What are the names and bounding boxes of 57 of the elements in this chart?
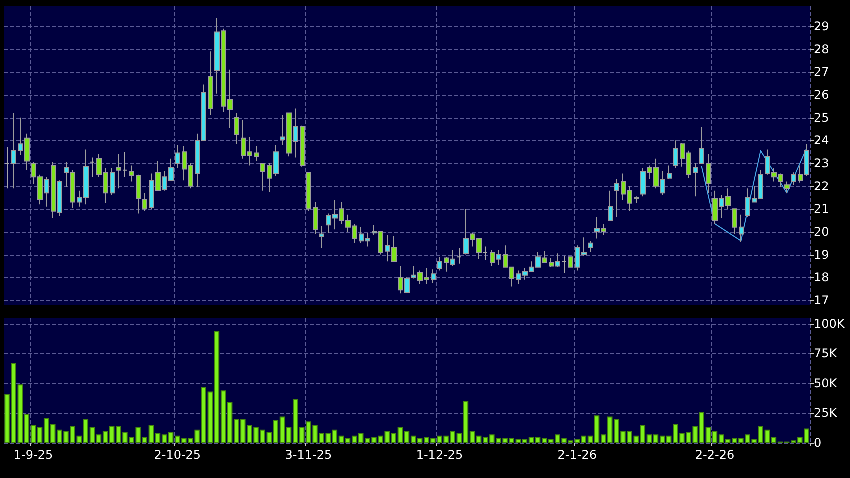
y-tick-label: 24 (814, 134, 830, 148)
candlestick (634, 196, 639, 204)
y-tick-label: 23 (814, 156, 830, 170)
candlestick (667, 165, 672, 180)
candlestick (260, 162, 265, 192)
y-tick-label: 21 (814, 202, 830, 216)
y-tick-label: 18 (814, 270, 830, 285)
candlestick (110, 168, 115, 196)
candlestick (319, 226, 324, 248)
y-tick-label: 22 (814, 179, 830, 194)
y-tick-label: 0 (814, 436, 822, 450)
y-tick-label: 28 (814, 42, 830, 56)
candlestick (300, 125, 305, 168)
candlestick (608, 190, 613, 222)
y-tick-label: 26 (814, 88, 830, 102)
x-tick-label: 2-1-26 (558, 448, 597, 462)
candlestick (306, 172, 311, 212)
x-tick-label: 1-12-25 (416, 448, 464, 462)
x-tick-label: 2-10-25 (154, 448, 202, 462)
candlestick (673, 140, 678, 169)
candlestick (129, 165, 134, 182)
x-tick-label: 3-11-25 (285, 448, 332, 462)
candlestick (706, 154, 711, 194)
y-tick-label: 50K (814, 376, 838, 390)
y-tick-label: 75K (814, 346, 838, 361)
candlestick (739, 214, 744, 243)
candlestick (234, 112, 239, 145)
candlestick (116, 154, 121, 190)
candlestick (136, 174, 141, 214)
y-tick-label: 25 (814, 110, 830, 125)
y-tick-label: 20 (814, 224, 830, 239)
y-tick-label: 100K (814, 316, 846, 331)
candlestick (175, 144, 180, 169)
candlestick (791, 172, 796, 186)
candlestick (313, 202, 318, 235)
line-series (701, 148, 808, 242)
candlestick (254, 146, 259, 162)
candlestick (745, 188, 750, 218)
candlestick (693, 162, 698, 198)
candlestick (208, 51, 213, 116)
candlestick (588, 240, 593, 254)
candlestick (431, 269, 436, 284)
x-tick-label: 2-2-26 (695, 448, 735, 462)
candlestick (437, 256, 442, 272)
candlestick (614, 178, 619, 218)
y-tick-label: 29 (814, 20, 830, 34)
y-tick-label: 17 (814, 293, 830, 308)
candlestick (123, 152, 128, 178)
candlestick (457, 247, 462, 264)
y-tick-label: 25K (814, 406, 838, 420)
candlestick (142, 192, 147, 212)
x-tick-label: 1-9-25 (14, 448, 54, 462)
candlestick (732, 208, 737, 235)
candlestick (699, 126, 704, 164)
y-tick-label: 27 (814, 65, 830, 80)
y-tick-label: 19 (814, 248, 830, 262)
candlestick (784, 181, 790, 194)
